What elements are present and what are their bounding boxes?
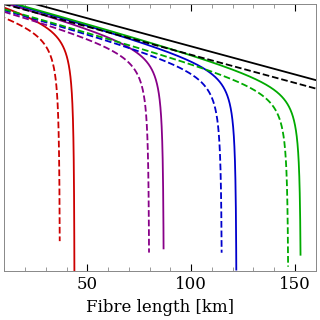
X-axis label: Fibre length [km]: Fibre length [km]: [86, 299, 234, 316]
